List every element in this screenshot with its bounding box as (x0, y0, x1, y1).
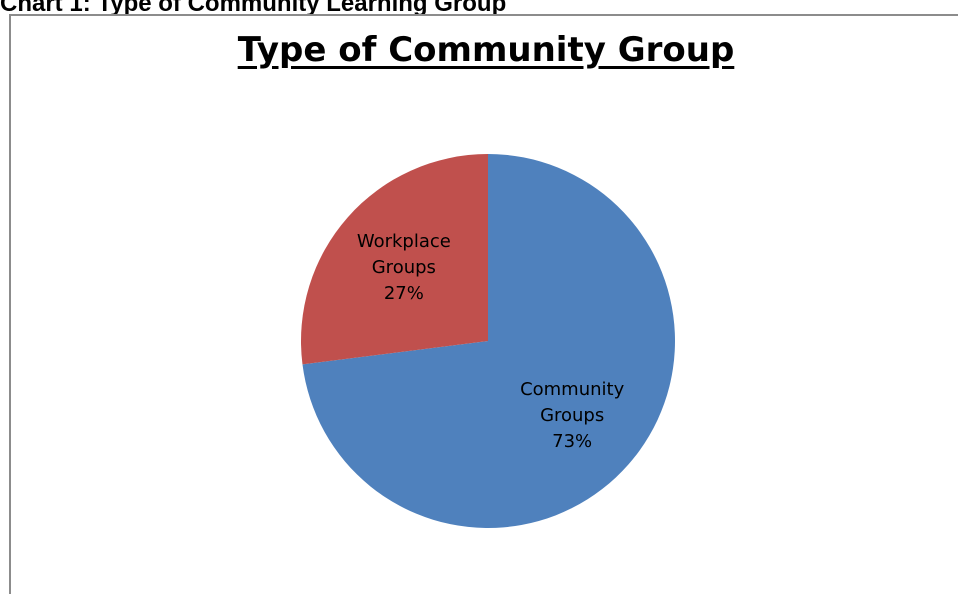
pie-slice-community-groups (302, 154, 675, 528)
data-label-community-groups: Community Groups 73% (520, 379, 625, 452)
pie-labels: Community Groups 73% Workplace Groups 27% (357, 231, 625, 452)
pie-slice-workplace-groups (300, 154, 488, 365)
chart-title: Type of Community Group (237, 30, 735, 70)
pie-chart: Community Groups 73% Workplace Groups 27% (300, 154, 675, 528)
document-caption: Chart 1: Type of Community Learning Grou… (0, 0, 507, 17)
data-label-workplace-groups: Workplace Groups 27% (357, 231, 451, 304)
pie-slices (300, 154, 675, 528)
